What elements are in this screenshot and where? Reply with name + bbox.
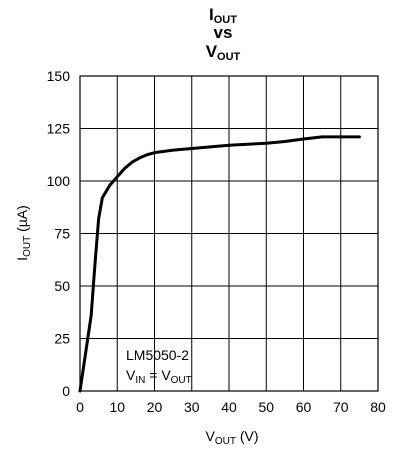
x-tick-labels: 0 10 20 30 40 50 60 70 80 xyxy=(76,399,386,415)
x-tick-label: 40 xyxy=(221,399,237,415)
y-tick-labels: 0 25 50 75 100 125 150 xyxy=(47,68,71,399)
y-tick-label: 50 xyxy=(54,278,70,294)
y-axis-label: IOUT (µA) xyxy=(14,205,33,261)
chart-title: IOUT vs VOUT xyxy=(206,5,241,63)
x-tick-label: 30 xyxy=(184,399,200,415)
x-tick-label: 10 xyxy=(109,399,125,415)
y-tick-label: 125 xyxy=(47,121,71,137)
title-line-3: VOUT xyxy=(206,42,241,63)
x-tick-label: 60 xyxy=(296,399,312,415)
title-line-2: vs xyxy=(214,23,233,42)
plot-frame xyxy=(79,75,379,392)
annotation-condition: VIN = VOUT xyxy=(126,367,192,386)
series-line xyxy=(78,135,361,393)
grid xyxy=(79,75,379,392)
annotation-device: LM5050-2 xyxy=(126,347,189,363)
y-tick-label: 0 xyxy=(62,383,70,399)
x-tick-label: 50 xyxy=(258,399,274,415)
x-tick-label: 70 xyxy=(333,399,349,415)
x-axis-label: VOUT (V) xyxy=(205,428,258,447)
annotation: LM5050-2 VIN = VOUT xyxy=(126,347,192,386)
x-tick-label: 20 xyxy=(147,399,163,415)
y-tick-label: 100 xyxy=(47,173,71,189)
x-tick-label: 0 xyxy=(76,399,84,415)
y-tick-label: 150 xyxy=(47,68,71,84)
y-tick-label: 75 xyxy=(54,226,70,242)
y-tick-label: 25 xyxy=(54,331,70,347)
x-tick-label: 80 xyxy=(370,399,386,415)
title-line-1: IOUT xyxy=(209,5,237,26)
